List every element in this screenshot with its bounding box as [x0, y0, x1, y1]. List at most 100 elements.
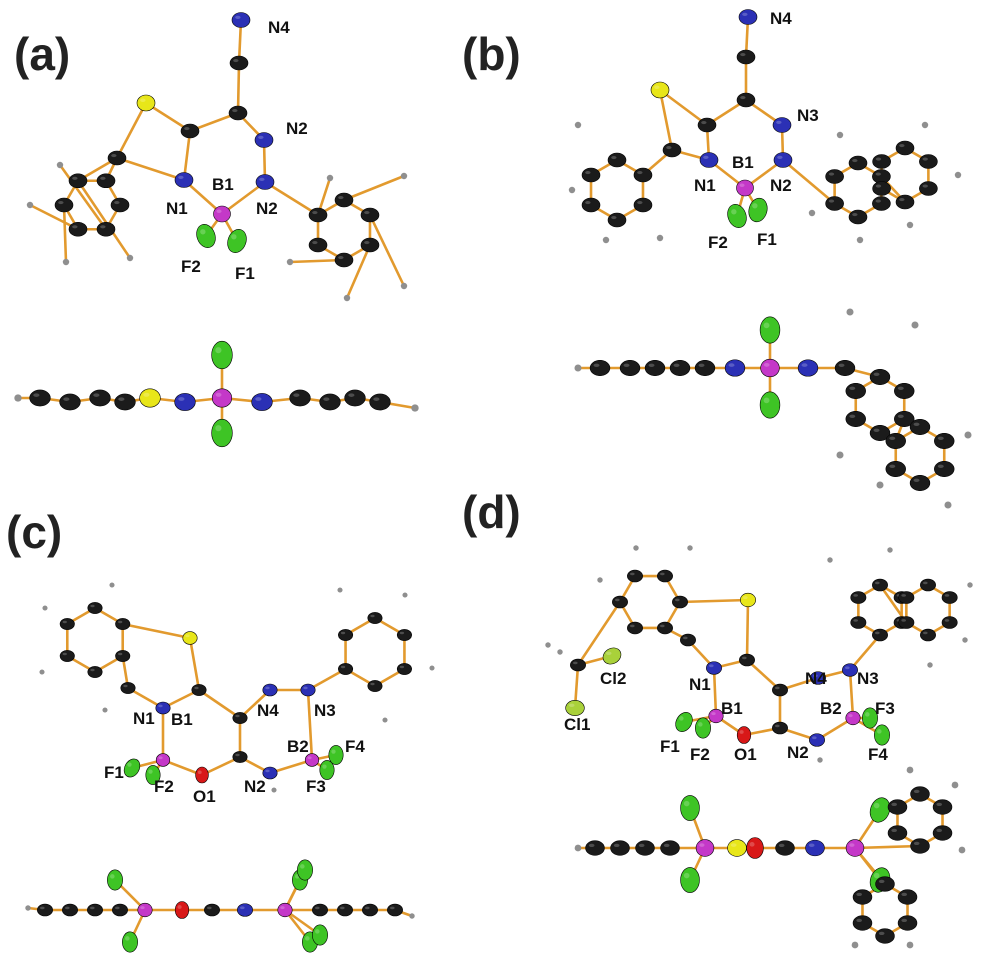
hydrogen-atom-86: [954, 171, 962, 179]
carbon-atom-201: [627, 569, 643, 583]
hydrogen-atom-254: [958, 846, 966, 854]
carbon-atom-143: [367, 680, 383, 692]
bond: [745, 598, 750, 662]
atom-highlight: [100, 176, 106, 180]
carbon-atom-12: [96, 173, 116, 189]
sulfur-atom-119: [182, 631, 198, 645]
carbon-atom-168: [387, 903, 403, 917]
atom-highlight: [730, 843, 737, 847]
atom-highlight: [58, 201, 64, 205]
panel-a-letter: (a): [14, 28, 70, 80]
atom-highlight: [742, 12, 748, 17]
fluorine-atom-60: [748, 197, 768, 223]
panel-d-label-cl2: Cl2: [600, 669, 626, 688]
atom-highlight: [613, 843, 620, 848]
atom-highlight: [177, 905, 182, 909]
atom-highlight: [856, 892, 863, 897]
carbon-atom-225: [585, 840, 605, 856]
fluorine-atom-236: [680, 867, 700, 893]
carbon-atom-182: [772, 721, 788, 735]
atom-highlight: [588, 843, 595, 848]
panel-b-label-n3: N3: [797, 106, 819, 125]
carbon-atom-20: [360, 207, 380, 223]
atom-highlight: [338, 256, 344, 260]
atom-highlight: [742, 656, 747, 660]
nitrogen-atom-56: [772, 117, 792, 133]
atom-highlight: [235, 15, 241, 20]
hydrogen-atom-155: [271, 787, 277, 793]
atom-highlight: [200, 229, 206, 235]
atom-highlight: [240, 906, 245, 910]
carbon-atom-70: [825, 196, 844, 211]
nitrogen-atom-163: [237, 903, 253, 917]
atom-highlight: [293, 393, 300, 397]
atom-highlight: [937, 464, 944, 468]
panel-b-label-n2: N2: [770, 176, 792, 195]
sulfur-atom-0: [136, 94, 156, 112]
hydrogen-atom-175: [25, 905, 31, 911]
hydrogen-atom-222: [962, 637, 968, 643]
boron-atom-234: [845, 839, 865, 857]
panel-c-letter: (c): [6, 506, 62, 558]
hydrogen-atom-87: [921, 121, 929, 129]
hydrogen-atom-113: [846, 308, 854, 316]
hydrogen-atom-27: [126, 254, 134, 262]
carbon-atom-93: [694, 359, 716, 376]
atom-highlight: [944, 594, 950, 597]
carbon-atom-41: [289, 389, 311, 407]
atom-highlight: [185, 634, 190, 638]
fluorine-atom-132: [145, 765, 161, 785]
atom-highlight: [315, 929, 320, 934]
bond: [848, 668, 855, 720]
carbon-atom-110: [909, 474, 931, 491]
atom-highlight: [364, 241, 370, 245]
carbon-atom-193: [570, 658, 586, 672]
carbon-atom-247: [897, 889, 918, 905]
atom-highlight: [158, 704, 163, 708]
nitrogen-atom-6: [174, 172, 194, 188]
hydrogen-atom-149: [109, 582, 115, 588]
carbon-atom-162: [204, 903, 220, 917]
atom-highlight: [654, 85, 660, 89]
bond: [853, 844, 922, 850]
hydrogen-atom-216: [687, 545, 693, 551]
atom-highlight: [615, 598, 620, 602]
bond: [121, 622, 192, 640]
atom-highlight: [701, 121, 707, 125]
carbon-atom-66: [607, 152, 627, 168]
atom-highlight: [630, 572, 635, 576]
carbon-atom-144: [338, 663, 354, 675]
hydrogen-atom-219: [827, 557, 833, 563]
atom-highlight: [623, 363, 630, 367]
atom-highlight: [232, 109, 238, 113]
atom-highlight: [698, 363, 705, 367]
bond: [345, 243, 372, 300]
panel-c-label-f3: F3: [306, 777, 326, 796]
panel-a-label-b1: B1: [212, 175, 234, 194]
hydrogen-atom-215: [633, 545, 639, 551]
fluorine-atom-169: [107, 869, 123, 891]
bond: [220, 180, 267, 216]
carbon-atom-213: [898, 591, 915, 604]
hydrogen-atom-117: [876, 481, 884, 489]
atom-highlight: [585, 171, 591, 175]
atom-highlight: [875, 581, 880, 585]
panel-a-label-n4: N4: [268, 18, 290, 37]
nitrogen-atom-96: [797, 359, 819, 377]
hydrogen-atom-28: [326, 174, 334, 182]
atom-highlight: [666, 146, 672, 150]
atom-highlight: [140, 906, 145, 910]
nitrogen-atom-8: [255, 174, 275, 190]
panel-d-label-n3: N3: [857, 669, 879, 688]
carbon-atom-140: [87, 602, 103, 614]
atom-highlight: [114, 201, 120, 205]
atom-highlight: [593, 363, 600, 367]
atom-highlight: [178, 175, 184, 180]
hydrogen-atom-252: [906, 766, 914, 774]
atom-highlight: [110, 874, 115, 879]
atom-highlight: [338, 196, 344, 200]
atom-highlight: [679, 716, 684, 721]
atom-highlight: [875, 157, 882, 161]
panel-b-letter: (b): [462, 28, 521, 80]
carbon-atom-33: [29, 389, 51, 407]
